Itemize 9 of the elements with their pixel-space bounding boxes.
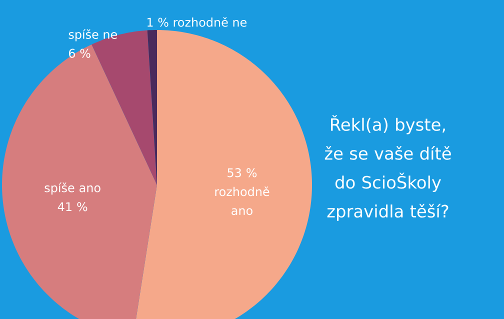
slice-label: spíše ne: [68, 29, 117, 42]
data-label: 1 %: [148, 18, 168, 27]
text: Řekl(a) byste, že se vaše dítě do ScioŠkoly zpravidla těší?: [324, 115, 451, 221]
data-label: 41 %: [58, 202, 88, 212]
slice-label: rozhodně ne: [174, 17, 247, 27]
slice-label: spíše ano: [44, 182, 100, 195]
data-label: 6 %: [69, 48, 90, 58]
slice-label: rozhodně ano: [215, 186, 270, 216]
data-label: 53 %: [228, 168, 257, 178]
